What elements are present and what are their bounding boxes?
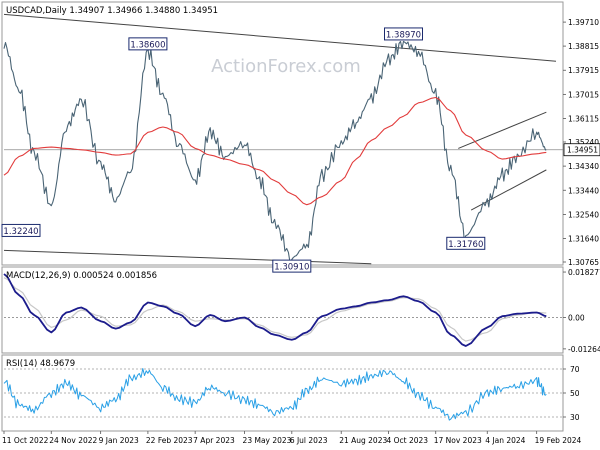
current-price-tag-box [563, 143, 600, 157]
rsi-layer [3, 368, 563, 421]
annotation-label: 1.31760 [448, 240, 483, 250]
trendline-2 [458, 111, 547, 149]
price-ytick-label: 1.35240 [568, 138, 599, 147]
macd-panel-title: MACD(12,26,9) 0.000524 0.001856 [6, 271, 157, 281]
watermark: ActionForex.com [211, 56, 361, 77]
x-tick-label: 23 May 2023 [243, 436, 292, 445]
moving-average-line [3, 96, 547, 206]
annotation-4: 1.31760 [446, 236, 486, 250]
annotation-2: 1.32240 [1, 223, 41, 237]
price-ytick-label: 1.32540 [568, 210, 599, 219]
annotation-box [384, 27, 424, 41]
price-ytick-label: 1.30765 [568, 258, 599, 267]
price-panel-title: USDCAD,Daily 1.34907 1.34966 1.34880 1.3… [6, 6, 218, 16]
price-ytick-label: 1.38815 [568, 42, 599, 51]
current-price-tag: 1.34951 [563, 143, 600, 157]
x-tick-label: 11 Oct 2022 [2, 436, 49, 445]
rsi-line [3, 368, 547, 421]
annotation-0: 1.38600 [128, 37, 168, 51]
x-tick-label: 4 Jan 2024 [485, 436, 525, 445]
annotation-box [128, 37, 168, 51]
rsi-panel-title: RSI(14) 48.9679 [6, 359, 75, 369]
price-ytick-label: 1.37015 [568, 90, 599, 99]
x-tick-label: 22 Feb 2023 [146, 436, 193, 445]
annotation-label: 1.38970 [386, 30, 421, 40]
rsi-ytick-label: 30 [570, 413, 580, 422]
annotation-label: 1.32240 [3, 227, 38, 237]
macd-ytick-label: -0.012648 [568, 345, 600, 354]
x-tick-label: 7 Apr 2023 [193, 436, 235, 445]
rsi-ytick-label: 50 [570, 389, 580, 398]
x-tick-label: 9 Jan 2023 [99, 436, 139, 445]
price-series-line [3, 40, 547, 264]
annotation-1: 1.38970 [384, 27, 424, 41]
rsi-ytick-label: 70 [570, 365, 580, 374]
price-ytick-label: 1.37915 [568, 66, 599, 75]
annotation-box [446, 236, 486, 250]
price-ytick-label: 1.39710 [568, 18, 599, 27]
price-ytick-label: 1.36115 [568, 115, 599, 124]
macd-ytick-label: 0.00 [568, 313, 585, 322]
x-tick-label: 24 Nov 2022 [49, 436, 97, 445]
x-tick-label: 21 Aug 2023 [339, 436, 387, 445]
annotation-3: 1.30910 [272, 259, 312, 273]
macd-layer [3, 273, 563, 347]
price-ytick-label: 1.34340 [568, 162, 599, 171]
price-ytick-label: 1.31640 [568, 235, 599, 244]
annotation-box [1, 223, 41, 237]
axis-layer: 1.39710 1.38815 1.37915 1.37015 1.36115 1.352… [2, 18, 600, 445]
annotation-label: 1.38600 [130, 40, 165, 50]
price-ytick-label: 1.33440 [568, 186, 599, 195]
x-tick-label: 19 Feb 2024 [535, 436, 582, 445]
trendline-0 [3, 13, 557, 62]
macd-signal-line [3, 277, 547, 342]
x-tick-label: 17 Nov 2023 [434, 436, 482, 445]
annotation-label: 1.30910 [274, 263, 309, 273]
x-tick-label: 6 Jul 2023 [290, 436, 328, 445]
x-tick-label: 4 Oct 2023 [386, 436, 428, 445]
annotation-box [272, 259, 312, 273]
macd-ytick-label: 0.018277 [568, 268, 600, 277]
price-layer: 1.38600 1.38970 1.32240 1.30910 1.31760 [1, 13, 563, 273]
current-price-tag-label: 1.34951 [567, 146, 598, 155]
macd-line [3, 273, 547, 347]
